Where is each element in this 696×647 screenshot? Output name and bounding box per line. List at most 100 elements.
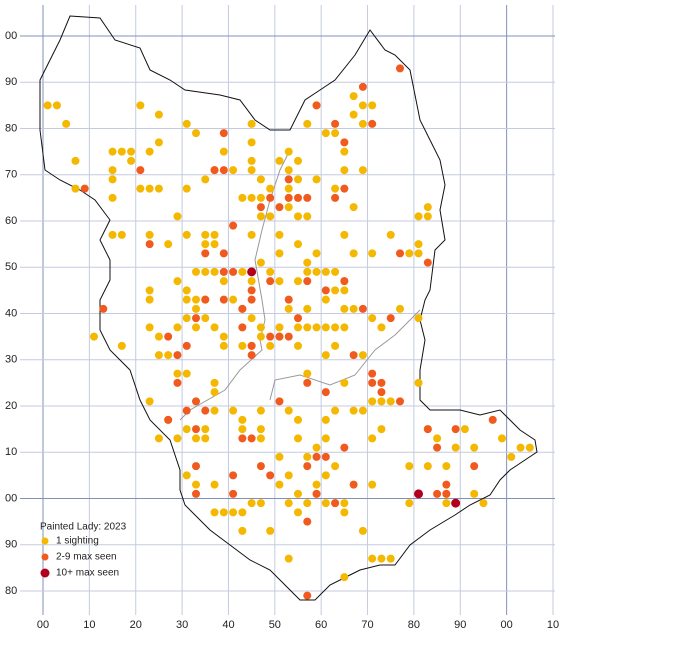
record-dot xyxy=(173,351,182,360)
record-dot xyxy=(173,323,182,332)
record-dot xyxy=(340,378,349,387)
y-tick-label: 70 xyxy=(5,169,17,181)
record-dot xyxy=(210,508,219,517)
record-dot xyxy=(266,184,275,193)
record-dot xyxy=(247,119,256,128)
record-dot xyxy=(433,434,442,443)
record-dot xyxy=(266,526,275,535)
record-dot xyxy=(192,129,200,138)
record-dot xyxy=(294,415,302,424)
record-dot xyxy=(256,462,265,471)
record-dot xyxy=(312,489,321,498)
record-dot xyxy=(99,304,108,313)
record-dot xyxy=(358,166,367,175)
record-dot xyxy=(154,351,163,360)
record-dot xyxy=(192,434,200,443)
record-dot xyxy=(294,489,302,498)
record-dot xyxy=(321,388,330,397)
record-dot xyxy=(303,452,312,461)
record-dot xyxy=(247,138,256,147)
record-dot xyxy=(219,277,228,286)
record-dot xyxy=(284,203,293,212)
record-dot xyxy=(331,193,340,202)
record-dot xyxy=(303,212,312,221)
record-dot xyxy=(340,166,349,175)
record-dot xyxy=(331,286,340,295)
record-dot xyxy=(256,323,265,332)
record-dot xyxy=(173,434,182,443)
record-dot xyxy=(433,489,442,498)
record-dot xyxy=(192,489,200,498)
record-dot xyxy=(201,175,210,184)
record-dot xyxy=(229,406,238,415)
record-dot xyxy=(284,193,293,202)
record-dot xyxy=(182,286,191,295)
record-dot xyxy=(62,119,71,128)
record-dot xyxy=(294,156,302,165)
record-dot xyxy=(321,471,330,480)
record-dot xyxy=(321,286,330,295)
record-dot xyxy=(331,462,340,471)
y-tick-label: 10 xyxy=(5,446,17,458)
record-dot xyxy=(331,341,340,350)
record-dot xyxy=(256,499,265,508)
record-dot xyxy=(340,573,349,582)
record-dot xyxy=(386,230,395,239)
record-dot xyxy=(303,323,312,332)
record-dot xyxy=(154,184,163,193)
record-dot xyxy=(182,230,191,239)
record-dot xyxy=(442,489,451,498)
record-dot xyxy=(358,526,367,535)
record-dot xyxy=(321,351,330,360)
record-dot xyxy=(201,249,210,258)
x-tick-label: 30 xyxy=(176,619,188,631)
record-dot xyxy=(358,304,367,313)
record-dot xyxy=(284,554,293,563)
record-dot xyxy=(470,462,479,471)
record-dot xyxy=(498,434,506,443)
record-dot xyxy=(182,471,191,480)
record-dot xyxy=(368,378,377,387)
record-dot xyxy=(386,314,395,323)
record-dot xyxy=(192,323,200,332)
record-dot xyxy=(229,471,238,480)
record-dot xyxy=(340,323,349,332)
y-tick-label: 90 xyxy=(5,76,17,88)
record-dot xyxy=(154,434,163,443)
record-dot xyxy=(331,119,340,128)
record-dot xyxy=(145,240,154,249)
record-dot xyxy=(358,101,367,110)
record-dot xyxy=(340,277,349,286)
record-dot xyxy=(108,147,117,156)
record-dot xyxy=(182,406,191,415)
record-dot xyxy=(201,240,210,249)
record-dot xyxy=(340,499,349,508)
record-dot xyxy=(340,443,349,452)
record-dot xyxy=(340,286,349,295)
record-dot xyxy=(312,452,321,461)
record-dot xyxy=(145,397,154,406)
record-dot xyxy=(396,249,404,258)
record-dot xyxy=(71,156,80,165)
record-dot xyxy=(349,92,358,101)
record-dot xyxy=(275,452,284,461)
record-dot xyxy=(303,378,312,387)
record-dot xyxy=(182,314,191,323)
record-dot xyxy=(256,406,265,415)
record-dot xyxy=(349,406,358,415)
record-dot xyxy=(284,184,293,193)
record-dot xyxy=(43,101,52,110)
record-dot xyxy=(303,193,312,202)
record-dot xyxy=(294,314,302,323)
y-tick-label: 80 xyxy=(5,585,17,597)
record-dot xyxy=(136,166,145,175)
record-dot xyxy=(219,332,228,341)
record-dot xyxy=(192,480,200,489)
record-dot xyxy=(219,166,228,175)
record-dot xyxy=(358,119,367,128)
record-dot xyxy=(405,249,414,258)
record-dot xyxy=(210,388,219,397)
record-dot xyxy=(284,166,293,175)
record-dot xyxy=(266,277,275,286)
record-dot xyxy=(117,230,126,239)
